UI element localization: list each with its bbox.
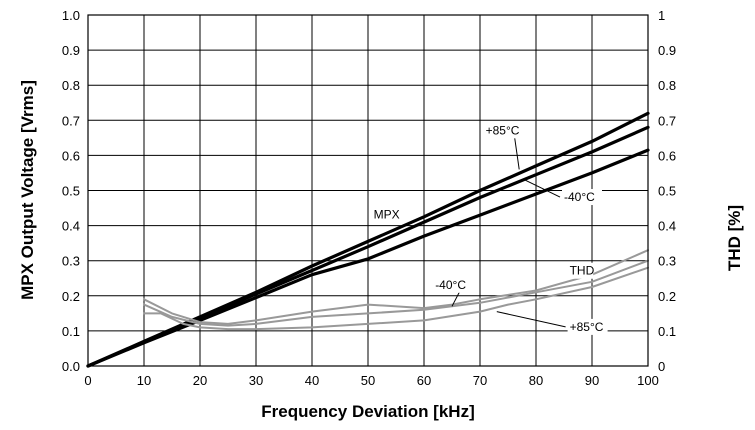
thd-series-line (143, 259, 649, 327)
y2-tick-label: 0.8 (658, 78, 676, 93)
y-axis-title: MPX Output Voltage [Vrms] (18, 80, 37, 300)
y-tick-label: 0.1 (62, 324, 80, 339)
y-tick-label: 0.9 (62, 43, 80, 58)
y-tick-label: 0.0 (62, 359, 80, 374)
y2-tick-label: 0.7 (658, 113, 676, 128)
annotation-background (567, 262, 594, 279)
annotation-leader (524, 179, 561, 198)
annotation-background (483, 122, 524, 139)
thd-series-line (143, 266, 649, 331)
annotation-leader (496, 311, 566, 328)
y-tick-label: 0.3 (62, 254, 80, 269)
annotation-label: +85°C (486, 123, 520, 137)
y-tick-label: 0.4 (62, 219, 80, 234)
x-tick-label: 50 (361, 373, 375, 388)
y-tick-label: 0.8 (62, 78, 80, 93)
annotation-background (562, 189, 602, 206)
y-tick-label: 0.2 (62, 289, 80, 304)
thd-series-line (143, 249, 649, 325)
plot-frame (87, 14, 649, 367)
y-tick-label: 1.0 (62, 8, 80, 23)
series-layer (86, 111, 650, 368)
annotation-label: THD (570, 264, 595, 278)
x-tick-label: 0 (84, 373, 91, 388)
x-axis-title: Frequency Deviation [kHz] (261, 402, 475, 421)
annotation-layer: +85°C -40°C MPX THD -40°C +85°C (371, 122, 608, 335)
annotation-background (433, 276, 474, 293)
annotation-background (371, 206, 398, 223)
x-tick-label: 80 (529, 373, 543, 388)
annotation-label: -40°C (435, 278, 466, 292)
y2-tick-label: 0.2 (658, 289, 676, 304)
x-tick-label: 20 (193, 373, 207, 388)
annotation-label: -40°C (564, 190, 595, 204)
tick-layer: 0 10 20 30 40 50 60 70 80 90 1000.00.10.20.30.40.5… (62, 8, 676, 388)
y2-tick-label: 1 (658, 8, 665, 23)
annotation-background (567, 318, 608, 335)
y2-tick-label: 0.1 (658, 324, 676, 339)
x-tick-label: 40 (305, 373, 319, 388)
annotation-label: MPX (374, 208, 400, 222)
mpx-series-line (86, 148, 650, 368)
y2-tick-label: 0.3 (658, 254, 676, 269)
x-tick-label: 10 (137, 373, 151, 388)
y2-tick-label: 0 (658, 359, 665, 374)
annotation-label: +85°C (570, 320, 604, 334)
x-tick-label: 30 (249, 373, 263, 388)
y2-tick-label: 0.9 (658, 43, 676, 58)
y2-tick-label: 0.5 (658, 184, 676, 199)
y2-tick-label: 0.4 (658, 219, 676, 234)
y2-axis-title: THD [%] (725, 205, 744, 271)
x-tick-label: 60 (417, 373, 431, 388)
x-tick-label: 90 (585, 373, 599, 388)
x-tick-label: 70 (473, 373, 487, 388)
x-tick-label: 100 (637, 373, 659, 388)
y-tick-label: 0.5 (62, 184, 80, 199)
y-tick-label: 0.7 (62, 113, 80, 128)
y-tick-label: 0.6 (62, 148, 80, 163)
y2-tick-label: 0.6 (658, 148, 676, 163)
